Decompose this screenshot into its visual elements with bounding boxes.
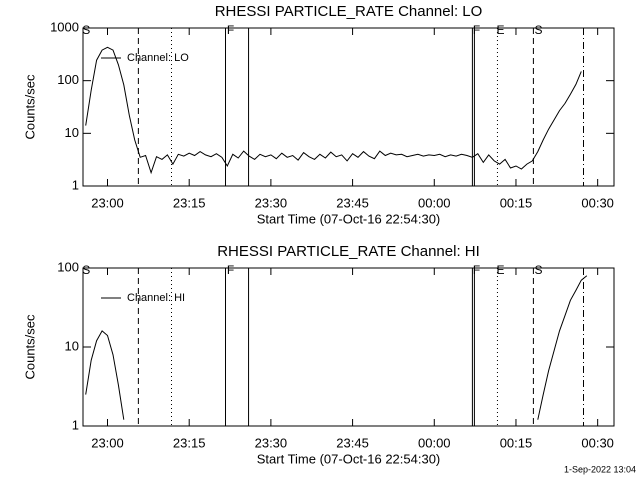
chart-title: RHESSI PARTICLE_RATE Channel: HI (217, 243, 480, 260)
x-tick-label: 23:45 (336, 435, 369, 450)
y-tick-label: 10 (65, 125, 79, 140)
event-flag: F (227, 263, 234, 277)
x-tick-label: 23:00 (91, 435, 124, 450)
x-tick-label: 23:15 (173, 435, 206, 450)
legend-label: Channel: LO (127, 52, 189, 64)
y-tick-label: 1000 (50, 19, 79, 34)
y-tick-label: 1 (72, 417, 79, 432)
event-flag: S (82, 23, 90, 37)
x-tick-label: 00:30 (581, 195, 614, 210)
x-tick-label: 00:00 (418, 435, 451, 450)
event-flag: E (497, 23, 505, 37)
y-tick-label: 100 (57, 259, 79, 274)
y-tick-label: 100 (57, 72, 79, 87)
x-tick-label: 23:30 (255, 435, 288, 450)
event-flag: F (473, 263, 480, 277)
legend-label: Channel: HI (127, 292, 185, 304)
y-tick-label: 10 (65, 338, 79, 353)
event-flag: S (82, 263, 90, 277)
x-tick-label: 23:30 (255, 195, 288, 210)
y-axis-label: Counts/sec (22, 314, 37, 380)
chart-title: RHESSI PARTICLE_RATE Channel: LO (215, 3, 483, 20)
event-flag: F (473, 23, 480, 37)
y-tick-label: 1 (72, 177, 79, 192)
x-tick-label: 00:00 (418, 195, 451, 210)
event-flag: S (534, 23, 542, 37)
event-flag: F (227, 23, 234, 37)
event-flag: E (497, 263, 505, 277)
y-axis-label: Counts/sec (22, 74, 37, 140)
x-tick-label: 23:15 (173, 195, 206, 210)
data-line (85, 46, 582, 175)
x-axis-label: Start Time (07-Oct-16 22:54:30) (257, 451, 441, 466)
x-tick-label: 00:15 (500, 195, 533, 210)
x-tick-label: 23:45 (336, 195, 369, 210)
x-tick-label: 00:15 (500, 435, 533, 450)
x-tick-label: 23:00 (91, 195, 124, 210)
x-axis-label: Start Time (07-Oct-16 22:54:30) (257, 211, 441, 226)
data-line (85, 275, 588, 420)
footer: 1-Sep-2022 13:04 (564, 464, 636, 474)
x-tick-label: 00:30 (581, 435, 614, 450)
event-flag: S (534, 263, 542, 277)
plot-frame (82, 27, 615, 187)
